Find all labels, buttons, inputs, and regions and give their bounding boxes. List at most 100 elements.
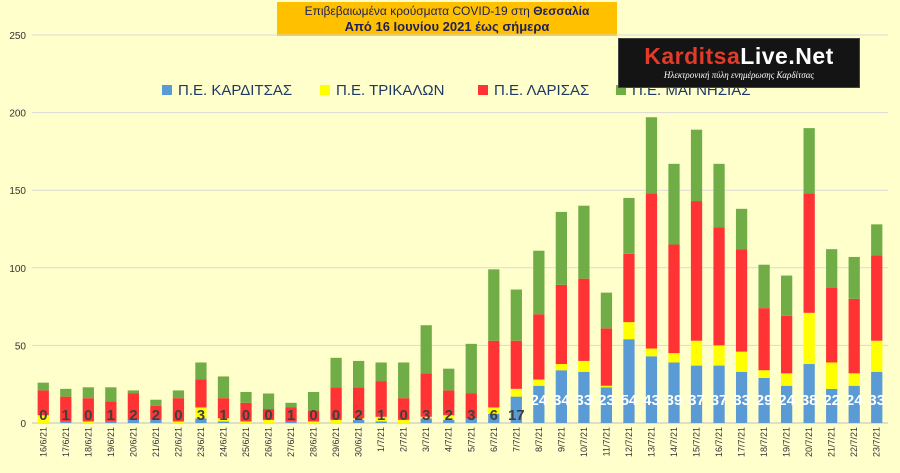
x-tick-label: 11/7/21 bbox=[601, 427, 611, 456]
bar-segment-s3 bbox=[600, 292, 613, 329]
bar-segment-s2 bbox=[645, 193, 658, 349]
y-tick-label: 150 bbox=[9, 186, 26, 197]
data-label: 43 bbox=[643, 392, 660, 409]
bar-segment-s3 bbox=[488, 269, 500, 341]
data-label: 2 bbox=[445, 407, 453, 424]
bar-segment-s0 bbox=[510, 396, 522, 423]
bar-segment-s2 bbox=[307, 410, 320, 422]
bar-segment-s2 bbox=[240, 402, 252, 422]
bar-segment-s3 bbox=[713, 163, 725, 228]
bar-segment-s0 bbox=[781, 385, 793, 423]
bar-segment-s0 bbox=[555, 370, 567, 423]
karditsalive-logo: KarditsaLive.Net Ηλεκτρονική πύλη ενημέρ… bbox=[618, 38, 860, 88]
x-tick-label: 26/6/21 bbox=[264, 427, 274, 457]
y-tick-label: 0 bbox=[20, 419, 26, 430]
bar-segment-s2 bbox=[37, 390, 49, 416]
bar-segment-s1 bbox=[533, 379, 545, 386]
x-tick-label: 9/7/21 bbox=[556, 427, 566, 452]
data-label: 22 bbox=[823, 392, 840, 409]
bar-segment-s1 bbox=[262, 419, 275, 423]
bar-segment-s3 bbox=[510, 289, 522, 341]
bar-segment-s2 bbox=[353, 387, 365, 419]
bar-segment-s2 bbox=[690, 201, 703, 341]
bar-segment-s3 bbox=[172, 390, 185, 399]
bar-segment-s1 bbox=[37, 415, 49, 423]
bar-segment-s1 bbox=[600, 385, 613, 388]
bar-segment-s1 bbox=[735, 351, 748, 372]
bar-segment-s2 bbox=[826, 287, 838, 363]
bar-segment-s3 bbox=[240, 391, 252, 403]
bar-segment-s1 bbox=[195, 407, 207, 419]
x-tick-label: 21/7/21 bbox=[827, 427, 837, 457]
bar-segment-s2 bbox=[758, 308, 770, 371]
chart-title-prefix: Επιβεβαιωμένα κρούσματα COVID-19 στη bbox=[304, 4, 534, 18]
x-tick-label: 6/7/21 bbox=[489, 427, 499, 452]
data-label: 37 bbox=[711, 392, 728, 409]
bar-segment-s0 bbox=[105, 421, 117, 423]
data-label: 54 bbox=[621, 392, 638, 409]
bar-segment-s0 bbox=[533, 385, 545, 423]
bar-segment-s3 bbox=[150, 399, 162, 406]
bar-segment-s1 bbox=[217, 418, 230, 422]
bar-segment-s2 bbox=[623, 253, 635, 323]
x-tick-label: 17/7/21 bbox=[737, 427, 747, 457]
bar-segment-s3 bbox=[37, 382, 49, 391]
bar-segment-s3 bbox=[443, 368, 455, 391]
bar-segment-s1 bbox=[848, 373, 860, 386]
x-tick-label: 3/7/21 bbox=[421, 427, 431, 452]
bar-segment-s3 bbox=[781, 275, 793, 316]
bar-segment-s2 bbox=[735, 249, 748, 352]
x-tick-label: 18/7/21 bbox=[759, 427, 769, 457]
bar-segment-s1 bbox=[420, 416, 432, 419]
x-tick-label: 1/7/21 bbox=[376, 427, 386, 452]
bar-segment-s2 bbox=[668, 244, 680, 354]
x-tick-label: 22/7/21 bbox=[849, 427, 859, 457]
bar-segment-s0 bbox=[443, 419, 455, 423]
bar-segment-s3 bbox=[735, 208, 748, 250]
chart-title-region: Θεσσαλία bbox=[533, 4, 590, 18]
legend-label: Π.Ε. ΚΑΡΔΙΤΣΑΣ bbox=[178, 82, 292, 99]
bar-segment-s1 bbox=[690, 340, 703, 366]
bar-segment-s0 bbox=[353, 419, 365, 423]
legend-swatch bbox=[162, 85, 172, 95]
bar-segment-s1 bbox=[443, 415, 455, 420]
data-label: 33 bbox=[576, 392, 593, 409]
bar-segment-s0 bbox=[735, 371, 748, 423]
bar-segment-s2 bbox=[803, 193, 815, 313]
x-tick-label: 12/7/21 bbox=[624, 427, 634, 457]
bar-segment-s1 bbox=[713, 345, 725, 366]
y-tick-label: 200 bbox=[9, 109, 26, 120]
legend-swatch bbox=[478, 85, 488, 95]
bar-segment-s3 bbox=[623, 197, 635, 254]
chart-title-box: Επιβεβαιωμένα κρούσματα COVID-19 στη Θεσ… bbox=[277, 2, 617, 36]
bar-segment-s3 bbox=[803, 128, 815, 194]
data-label: 1 bbox=[107, 407, 115, 424]
x-tick-label: 22/6/21 bbox=[173, 427, 183, 457]
bar-segment-s0 bbox=[803, 364, 815, 423]
legend-swatch bbox=[320, 85, 330, 95]
bar-segment-s1 bbox=[555, 364, 567, 371]
data-label: 0 bbox=[242, 407, 250, 424]
data-label: 0 bbox=[39, 407, 47, 424]
bar-segment-s2 bbox=[600, 328, 613, 386]
bar-segment-s0 bbox=[285, 421, 297, 423]
data-label: 2 bbox=[152, 407, 160, 424]
bar-segment-s3 bbox=[578, 205, 590, 279]
data-label: 34 bbox=[553, 392, 570, 409]
bar-segment-s0 bbox=[150, 419, 162, 423]
logo-name-part3: .Net bbox=[788, 43, 834, 69]
x-tick-label: 17/6/21 bbox=[61, 427, 71, 457]
data-label: 38 bbox=[801, 392, 818, 409]
bar-segment-s0 bbox=[848, 385, 860, 423]
chart-title-line1: Επιβεβαιωμένα κρούσματα COVID-19 στη Θεσ… bbox=[277, 2, 617, 19]
legend-label: Π.Ε. ΤΡΙΚΑΛΩΝ bbox=[336, 82, 444, 99]
data-label: 6 bbox=[490, 407, 498, 424]
bar-segment-s2 bbox=[713, 227, 725, 346]
bar-segment-s0 bbox=[668, 362, 680, 423]
bar-segment-s1 bbox=[307, 421, 320, 423]
bar-segment-s3 bbox=[195, 362, 207, 380]
bar-segment-s0 bbox=[578, 371, 590, 423]
bar-segment-s1 bbox=[871, 340, 883, 372]
bar-segment-s2 bbox=[127, 393, 139, 420]
